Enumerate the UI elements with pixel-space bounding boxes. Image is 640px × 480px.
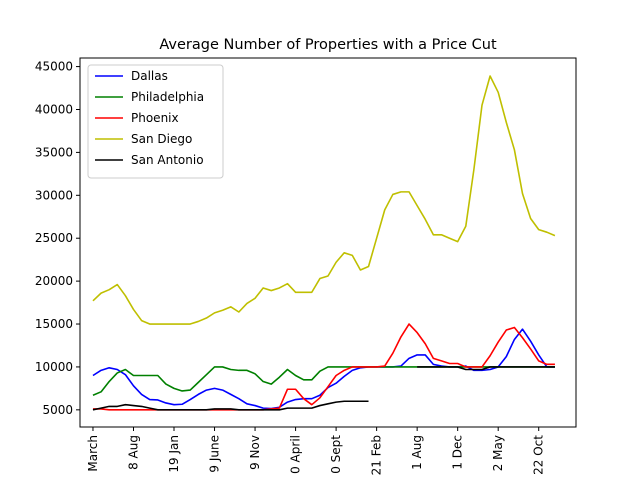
legend-box — [87, 64, 224, 179]
series-line-5 — [417, 366, 555, 371]
y-tick-label: 5000 — [42, 403, 73, 417]
series-line-4 — [92, 400, 369, 411]
x-tick-label: 8 Aug — [126, 435, 140, 470]
y-tick-label: 40000 — [35, 102, 73, 116]
x-tick-label: 9 Nov — [248, 435, 262, 470]
y-tick-label: 15000 — [35, 317, 73, 331]
x-tick-label: 2 May — [491, 435, 505, 471]
x-tick-label: 21 Feb — [370, 435, 384, 475]
y-tick-label: 30000 — [35, 188, 73, 202]
chart-title: Average Number of Properties with a Pric… — [159, 37, 497, 53]
legend-label: Dallas — [131, 69, 168, 83]
y-tick-label: 10000 — [35, 360, 73, 374]
y-tick-label: 20000 — [35, 274, 73, 288]
x-tick-label: 0 Sept — [329, 435, 343, 474]
x-tick-label: 22 Oct — [532, 435, 546, 475]
y-tick-label: 45000 — [35, 60, 73, 74]
x-tick-label: March — [86, 435, 100, 472]
legend-label: San Diego — [131, 132, 192, 146]
legend-label: Philadelphia — [131, 90, 204, 104]
x-tick-label: 19 Jan — [167, 435, 181, 473]
x-tick-label: 0 April — [289, 435, 303, 474]
x-tick-label: 9 June — [208, 435, 222, 473]
legend-label: San Antonio — [131, 153, 204, 167]
x-tick-label: 1 Dec — [451, 435, 465, 470]
y-tick-label: 35000 — [35, 145, 73, 159]
legend-label: Phoenix — [131, 111, 179, 125]
legend: Dallas Philadelphia Phoenix San Diego San An… — [87, 64, 224, 179]
series-line-3 — [92, 75, 556, 325]
y-tick-label: 25000 — [35, 231, 73, 245]
plot-frame — [79, 57, 577, 428]
series-layer — [92, 75, 556, 411]
axes-layer: 5000 10000 15000 20000 25000 30000 35000 40000 4… — [35, 57, 577, 475]
x-tick-label: 1 Aug — [410, 435, 424, 470]
